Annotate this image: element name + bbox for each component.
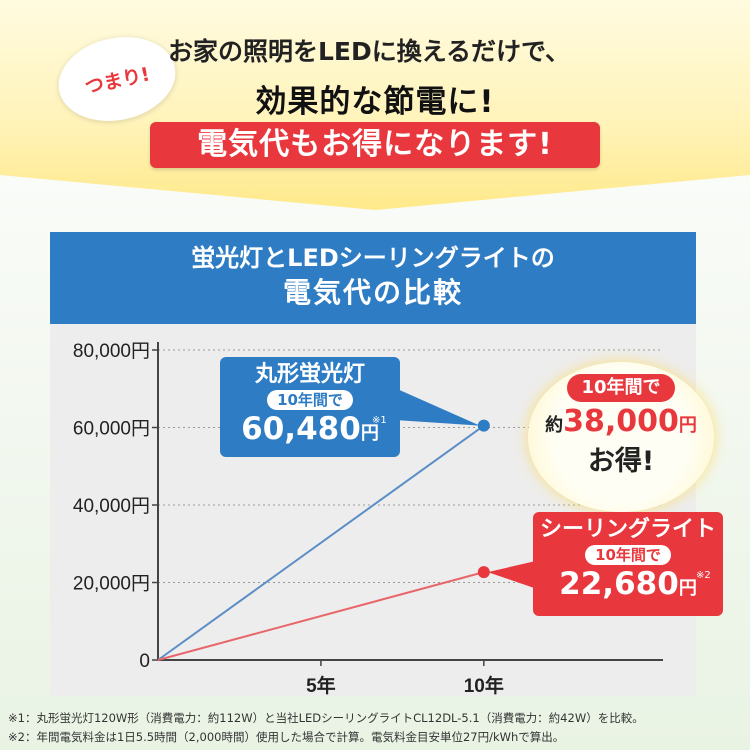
y-tick-label: 0 — [139, 651, 150, 672]
x-tick-label: 10年 — [464, 674, 504, 697]
y-tick-label: 20,000円 — [73, 574, 150, 595]
savings-period: 10年間で — [567, 374, 675, 402]
led-callout-note: ※2 — [696, 570, 711, 581]
savings-prefix: 約 — [545, 415, 564, 436]
led-callout-pointer — [487, 560, 540, 590]
led-callout-name: シーリングライト — [539, 517, 716, 542]
fluorescent-callout-pointer — [395, 388, 480, 426]
footnote-2: ※2：年間電気料金は1日5.5時間（2,000時間）使用した場合で計算。電気料金… — [8, 730, 565, 744]
y-tick-label: 40,000円 — [73, 496, 150, 517]
x-tick-label: 5年 — [306, 674, 336, 697]
series-line — [157, 571, 485, 661]
fluorescent-callout-period: 10年間で — [267, 390, 353, 410]
chart-series — [157, 419, 490, 661]
fluorescent-callout-name: 丸形蛍光灯 — [254, 362, 365, 387]
fluorescent-callout-yen: 円 — [360, 423, 379, 444]
led-callout-period: 10年間で — [585, 545, 671, 565]
fluorescent-callout-note: ※1 — [372, 415, 387, 426]
chart-axes — [152, 342, 663, 666]
headline-line2: 効果的な節電に! — [255, 84, 495, 120]
chart-title-bar: 蛍光灯とLEDシーリングライトの 電気代の比較 — [50, 232, 696, 324]
savings-suffix: お得! — [587, 446, 655, 477]
led-callout-value-row: 22,680円 — [533, 565, 723, 608]
savings-yen: 円 — [678, 415, 697, 436]
chart-title-line2: 電気代の比較 — [282, 276, 463, 309]
headline-line1: お家の照明をLEDに換えるだけで、 — [168, 37, 571, 66]
led-callout-value: 22,680 — [559, 566, 679, 602]
chart-title-line1: 蛍光灯とLEDシーリングライトの — [191, 244, 555, 272]
fluorescent-callout: 丸形蛍光灯 10年間で 60,480円 ※1 — [220, 357, 400, 457]
headline-line3: 電気代もお得になります! — [150, 122, 600, 168]
led-callout-yen: 円 — [678, 578, 697, 599]
savings-amount-row: 約38,000円 — [528, 402, 714, 446]
series-endpoint-marker — [477, 566, 490, 579]
callout-pointers — [395, 388, 540, 590]
savings-value: 38,000 — [563, 404, 679, 439]
series-endpoint-marker — [477, 419, 490, 432]
fluorescent-callout-value-row: 60,480円 — [220, 410, 400, 453]
y-tick-label: 60,000円 — [73, 419, 150, 440]
y-tick-label: 80,000円 — [73, 341, 150, 362]
led-callout: シーリングライト 10年間で 22,680円 ※2 — [533, 512, 723, 616]
savings-bubble: 10年間で 約38,000円 お得! — [528, 362, 714, 512]
footnote-1: ※1：丸形蛍光灯120W形（消費電力：約112W）と当社LEDシーリングライトC… — [8, 711, 644, 725]
fluorescent-callout-value: 60,480 — [241, 411, 361, 447]
axis-labels: 0 20,000円 40,000円 60,000円 80,000円 5年 10年 — [73, 341, 504, 697]
series-line — [157, 424, 485, 661]
